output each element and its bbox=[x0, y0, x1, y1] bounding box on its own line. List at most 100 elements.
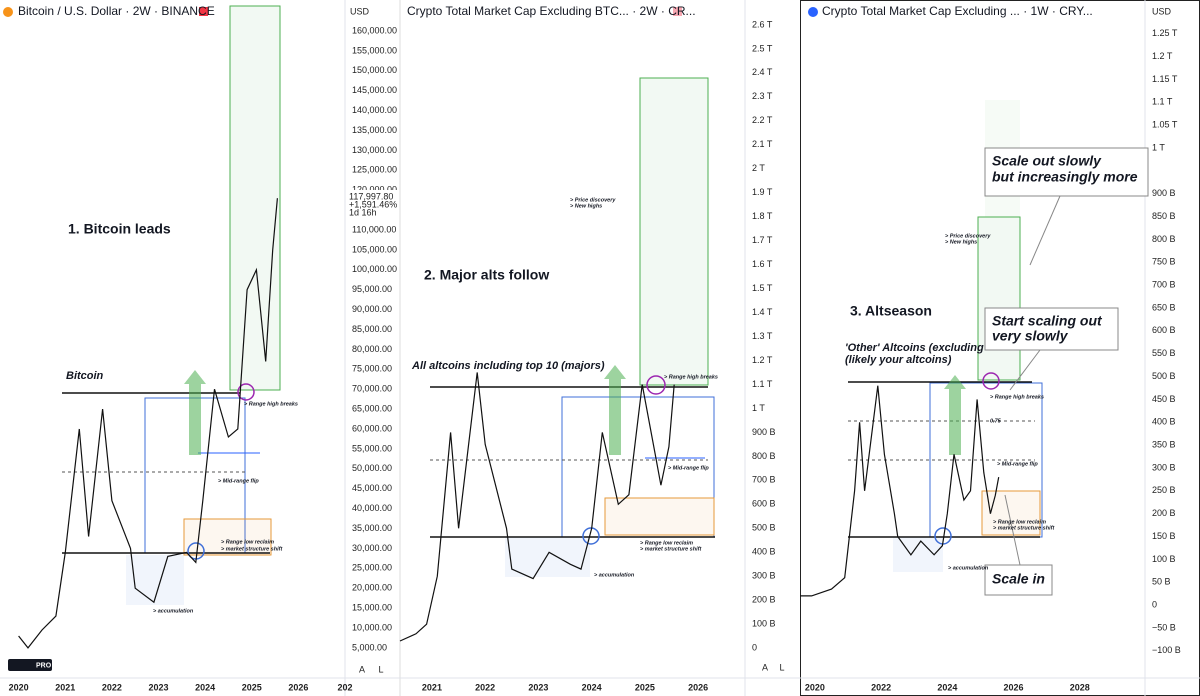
annotation: > Mid-range flip bbox=[997, 461, 1038, 467]
drawing-box bbox=[984, 147, 1149, 197]
drawing-box bbox=[984, 307, 1119, 351]
price-tag-change: +1,591.46% bbox=[349, 199, 397, 209]
y-tick-label: 110,000.00 bbox=[352, 224, 396, 234]
drawing-box bbox=[893, 537, 943, 572]
x-tick-label: 2021 bbox=[55, 682, 75, 692]
y-tick-label: 95,000.00 bbox=[352, 284, 392, 294]
drawing-box bbox=[977, 216, 1021, 381]
annotation: > Range low reclaim bbox=[993, 519, 1046, 525]
annotation: All altcoins including top 10 (majors) bbox=[411, 360, 605, 372]
x-tick-label: 2024 bbox=[195, 682, 215, 692]
axis-button-label[interactable]: L bbox=[779, 662, 784, 672]
axis-button[interactable] bbox=[759, 661, 771, 675]
annotation: > Price discovery bbox=[945, 233, 991, 239]
y-tick-label: 135,000.00 bbox=[352, 125, 397, 135]
y-tick-label: 90,000.00 bbox=[352, 304, 392, 314]
y-tick-label: 85,000.00 bbox=[352, 324, 392, 334]
y-tick-label: 1.2 T bbox=[1152, 51, 1173, 61]
annotation: > New highs bbox=[945, 239, 977, 245]
y-tick-label: 450 B bbox=[1152, 394, 1176, 404]
y-tick-label: 400 B bbox=[1152, 417, 1176, 427]
y-tick-label: 1.4 T bbox=[752, 307, 773, 317]
y-tick-label: 300 B bbox=[752, 571, 776, 581]
y-tick-label: 10,000.00 bbox=[352, 622, 392, 632]
price-tag-price: 117,997.80 bbox=[349, 191, 393, 201]
y-tick-label: 800 B bbox=[752, 451, 776, 461]
y-tick-label: 850 B bbox=[1152, 211, 1176, 221]
y-tick-label: 160,000.00 bbox=[352, 25, 397, 35]
flag-icon bbox=[673, 7, 682, 16]
drawing-circle bbox=[646, 375, 666, 395]
y-tick-label: 155,000.00 bbox=[352, 45, 397, 55]
x-tick-label: 2023 bbox=[148, 682, 168, 692]
axis-button[interactable] bbox=[776, 661, 788, 675]
x-tick-label: 2021 bbox=[422, 682, 442, 692]
annotation: 2. Major alts follow bbox=[424, 267, 549, 283]
y-tick-label: 1.8 T bbox=[752, 211, 773, 221]
axis-button[interactable] bbox=[356, 663, 368, 677]
y-tick-label: 120,000.00 bbox=[352, 185, 397, 195]
annotation: 1. Bitcoin leads bbox=[68, 221, 171, 237]
y-tick-label: 1.1 T bbox=[752, 379, 773, 389]
drawing-arrow bbox=[184, 370, 206, 455]
y-tick-label: 900 B bbox=[752, 427, 776, 437]
y-tick-label: 20,000.00 bbox=[352, 583, 392, 593]
currency: USD bbox=[350, 6, 370, 16]
annotation: 0.75 bbox=[990, 418, 1002, 424]
annotation: > Range high breaks bbox=[244, 401, 298, 407]
drawing-circle bbox=[237, 383, 255, 401]
y-tick-label: 500 B bbox=[1152, 371, 1176, 381]
y-tick-label: 80,000.00 bbox=[352, 344, 392, 354]
flag-icon bbox=[199, 7, 208, 16]
y-tick-label: 200 B bbox=[752, 595, 776, 605]
annotation: > market structure shift bbox=[640, 546, 702, 552]
x-tick-label: 2025 bbox=[635, 682, 655, 692]
coin-icon bbox=[808, 7, 818, 17]
annotation: > Mid-range flip bbox=[218, 478, 259, 484]
annotation: > Mid-range flip bbox=[668, 465, 709, 471]
y-tick-label: 30,000.00 bbox=[352, 543, 392, 553]
annotation: > accumulation bbox=[594, 572, 635, 578]
drawing-box bbox=[639, 77, 709, 386]
y-tick-label: 1.15 T bbox=[1152, 74, 1178, 84]
y-tick-label: 65,000.00 bbox=[352, 404, 392, 414]
drawing-arrow bbox=[604, 365, 626, 455]
axis-button[interactable] bbox=[375, 663, 387, 677]
drawing-box bbox=[505, 537, 590, 577]
logo bbox=[8, 659, 52, 671]
y-tick-label: 1 T bbox=[1152, 142, 1165, 152]
y-tick-label: 150,000.00 bbox=[352, 65, 397, 75]
y-tick-label: 1 T bbox=[752, 403, 765, 413]
annotation: 'Other' Altcoins (excluding bbox=[845, 342, 984, 354]
y-tick-label: 60,000.00 bbox=[352, 423, 392, 433]
y-tick-label: 600 B bbox=[1152, 325, 1176, 335]
y-tick-label: 15,000.00 bbox=[352, 603, 392, 613]
axis-button-label[interactable]: A bbox=[359, 664, 365, 674]
y-tick-label: 200 B bbox=[1152, 508, 1176, 518]
annotation: > Range high breaks bbox=[990, 394, 1044, 400]
y-tick-label: 40,000.00 bbox=[352, 503, 392, 513]
x-tick-label: 2026 bbox=[288, 682, 308, 692]
axis-button-label[interactable]: L bbox=[378, 664, 383, 674]
annotation: > Range high breaks bbox=[664, 374, 718, 380]
y-tick-label: 125,000.00 bbox=[352, 165, 397, 175]
y-tick-label: 0 bbox=[752, 643, 757, 653]
y-tick-label: 140,000.00 bbox=[352, 105, 397, 115]
drawing-arrow bbox=[944, 375, 966, 455]
y-tick-label: 70,000.00 bbox=[352, 384, 392, 394]
y-tick-label: 500 B bbox=[752, 523, 776, 533]
y-tick-label: 250 B bbox=[1152, 485, 1176, 495]
x-tick-label: 2022 bbox=[871, 682, 891, 692]
axis-button-label[interactable]: A bbox=[762, 662, 768, 672]
price-line bbox=[800, 385, 1000, 597]
x-tick-label: 2022 bbox=[102, 682, 122, 692]
annotation: > New highs bbox=[570, 203, 602, 209]
y-tick-label: 2.5 T bbox=[752, 43, 773, 53]
y-tick-label: 750 B bbox=[1152, 257, 1176, 267]
annotation: > accumulation bbox=[153, 608, 194, 614]
annotation: > Range low reclaim bbox=[640, 540, 693, 546]
drawing-line bbox=[1029, 195, 1061, 266]
chart-title: Bitcoin / U.S. Dollar · 2W · BINANCE bbox=[18, 4, 215, 18]
y-tick-label: 600 B bbox=[752, 499, 776, 509]
